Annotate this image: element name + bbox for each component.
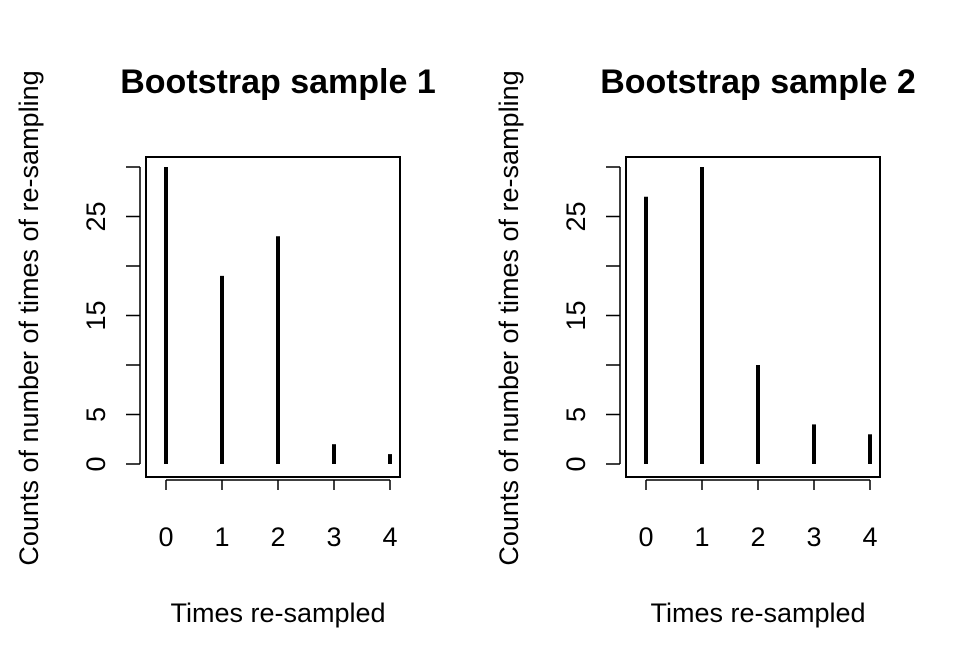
y-tick-label: 25 (81, 201, 111, 231)
x-tick-label: 1 (694, 522, 709, 552)
y-axis-label: Counts of number of times of re-sampling (14, 70, 44, 565)
y-axis: 0 5 15 25 (561, 166, 621, 472)
plot-frame (145, 156, 401, 478)
y-tick-label: 5 (81, 407, 111, 422)
x-tick-label: 2 (270, 522, 285, 552)
chart-panel-1: Bootstrap sample 1 0 1 2 3 4 0 5 15 25 Times re… (14, 63, 436, 628)
bar-group (644, 167, 872, 464)
x-axis: 0 1 2 3 4 (158, 479, 398, 552)
x-tick-label: 3 (806, 522, 821, 552)
plot-frame (625, 156, 881, 478)
x-tick-label: 1 (214, 522, 229, 552)
y-axis: 0 5 15 25 (81, 166, 141, 472)
bar-group (164, 167, 392, 464)
chart-title: Bootstrap sample 2 (600, 63, 916, 101)
x-tick-label: 0 (638, 522, 653, 552)
y-tick-label: 25 (561, 201, 591, 231)
y-axis-label: Counts of number of times of re-sampling (494, 70, 524, 565)
x-axis-label: Times re-sampled (650, 598, 865, 628)
y-tick-label: 5 (561, 407, 591, 422)
x-tick-label: 0 (158, 522, 173, 552)
y-tick-label: 0 (81, 456, 111, 471)
chart-panel-2: Bootstrap sample 2 0 1 2 3 4 0 5 15 25 Times re… (494, 63, 916, 628)
x-tick-label: 3 (326, 522, 341, 552)
y-tick-label: 0 (561, 456, 591, 471)
x-axis: 0 1 2 3 4 (638, 479, 878, 552)
y-tick-label: 15 (81, 300, 111, 330)
x-axis-label: Times re-sampled (170, 598, 385, 628)
x-tick-label: 2 (750, 522, 765, 552)
x-tick-label: 4 (382, 522, 397, 552)
chart-title: Bootstrap sample 1 (120, 63, 436, 101)
x-tick-label: 4 (862, 522, 877, 552)
y-tick-label: 15 (561, 300, 591, 330)
